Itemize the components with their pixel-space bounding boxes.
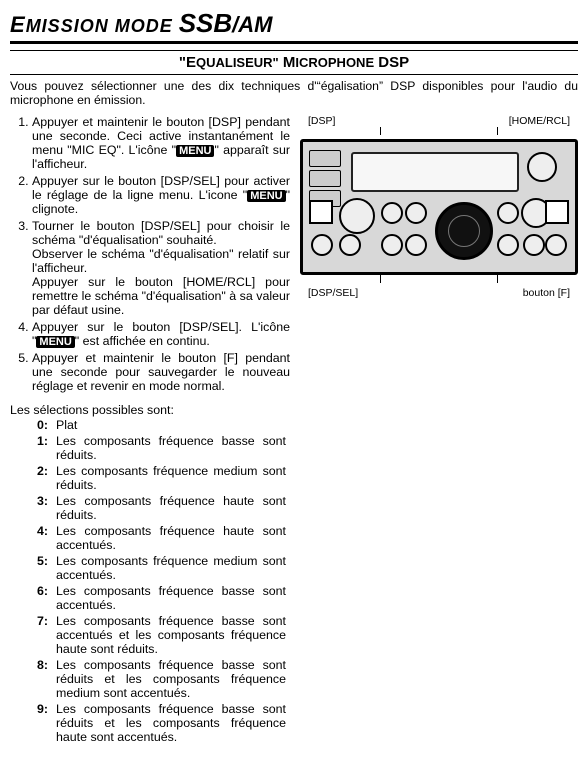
- sh4: ICROPHONE: [295, 55, 374, 70]
- page-header: EMISSION MODE SSB/AM: [10, 8, 578, 44]
- label-home: [HOME/RCL]: [509, 115, 570, 127]
- radio-screen: [351, 152, 519, 192]
- sel-key: 0:: [28, 417, 52, 433]
- menu-badge: MENU: [176, 145, 214, 157]
- step-4: Appuyer sur le bouton [DSP/SEL]. L'icône…: [32, 320, 290, 348]
- knob: [527, 152, 557, 182]
- sel-val: Plat: [52, 417, 290, 433]
- main-dial: [435, 202, 493, 260]
- header-rest: MISSION MODE: [26, 16, 179, 36]
- menu-badge: MENU: [247, 190, 285, 202]
- header-mode: SSB: [179, 8, 232, 38]
- sh3: M: [279, 54, 296, 71]
- radio-figure: [DSP] [HOME/RCL] [DSP/SEL]: [300, 115, 578, 745]
- sub-header: "EQUALISEUR" MICROPHONE DSP: [10, 50, 578, 75]
- steps-list: Appuyer et maintenir le bouton [DSP] pen…: [10, 115, 290, 393]
- radio-body: [300, 139, 578, 275]
- button-f: [545, 200, 569, 224]
- step-2: Appuyer sur le bouton [DSP/SEL] pour act…: [32, 174, 290, 216]
- sh5: DSP: [374, 54, 409, 71]
- possible-label: Les sélections possibles sont:: [10, 403, 290, 417]
- selections-table: 0:Plat 1:Les composants fréquence basse …: [28, 417, 290, 745]
- sh1: "E: [179, 54, 196, 71]
- step-5: Appuyer et maintenir le bouton [F] penda…: [32, 351, 290, 393]
- step-3: Tourner le bouton [DSP/SEL] pour choisir…: [32, 219, 290, 317]
- sh2: QUALISEUR": [196, 55, 279, 70]
- label-dsp: [DSP]: [308, 115, 335, 127]
- header-e: E: [10, 12, 26, 37]
- header-slash: /AM: [232, 12, 272, 37]
- square-btn: [309, 200, 333, 224]
- step-1: Appuyer et maintenir le bouton [DSP] pen…: [32, 115, 290, 171]
- intro-text: Vous pouvez sélectionner une des dix tec…: [10, 79, 578, 107]
- label-dspsel: [DSP/SEL]: [308, 287, 358, 299]
- knob-dspsel: [339, 198, 375, 234]
- label-f: bouton [F]: [523, 287, 570, 299]
- menu-badge: MENU: [36, 336, 74, 348]
